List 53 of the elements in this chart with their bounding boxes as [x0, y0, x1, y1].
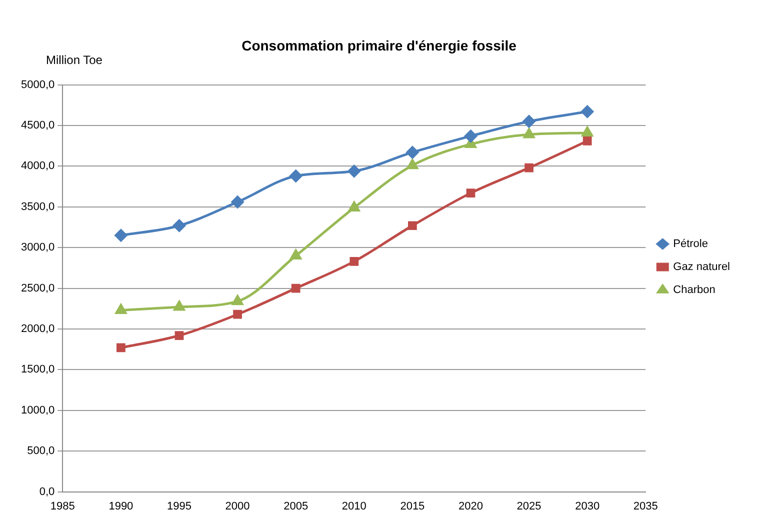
x-tick-label: 2020 [458, 500, 483, 512]
y-tick-label: 3000,0 [20, 242, 55, 254]
point [582, 136, 592, 146]
point [290, 170, 302, 182]
point [582, 126, 593, 137]
point [116, 343, 126, 352]
point [174, 300, 185, 311]
point [406, 159, 418, 170]
point [115, 304, 127, 314]
point [522, 115, 536, 128]
legend-label: Charbon [673, 284, 716, 296]
point [406, 146, 419, 159]
point [174, 331, 184, 340]
point [233, 310, 242, 319]
legend-label: Gaz naturel [673, 261, 730, 274]
chart-title: Consommation primaire d'énergie fossile [242, 37, 517, 54]
y-tick-label: 1500,0 [20, 364, 55, 376]
point [232, 295, 244, 306]
x-tick-label: 2010 [342, 500, 366, 512]
y-tick-label: 2500,0 [20, 282, 55, 294]
y-tick-label: 3500,0 [20, 200, 55, 213]
x-tick-label: 2015 [400, 500, 425, 512]
point [348, 201, 360, 212]
point [523, 128, 535, 138]
point [581, 105, 594, 118]
point [231, 196, 244, 208]
y-tick-label: 0,0 [39, 486, 55, 498]
x-tick-label: 2030 [575, 500, 600, 512]
point [172, 219, 186, 232]
x-tick-label: 2005 [284, 500, 308, 512]
y-tick-label: 4500,0 [20, 120, 55, 132]
y-tick-label: 4000,0 [20, 160, 55, 172]
point [464, 130, 477, 142]
x-tick-label: 1990 [108, 500, 134, 512]
point [114, 229, 128, 242]
x-tick-label: 2035 [633, 500, 658, 512]
x-tick-label: 2025 [516, 500, 542, 512]
y-axis-title: Million Toe [46, 53, 103, 68]
y-tick-label: 1000,0 [20, 404, 55, 416]
y-tick-label: 2000,0 [20, 323, 55, 336]
y-tick-label: 500,0 [27, 445, 55, 458]
x-tick-label: 2000 [225, 500, 250, 512]
point [348, 164, 360, 178]
y-tick-label: 5000,0 [20, 78, 55, 91]
point [466, 188, 476, 198]
point [408, 221, 417, 230]
point [350, 257, 359, 266]
x-tick-label: 1995 [167, 500, 192, 512]
point [290, 249, 302, 260]
legend-label: Pétrole [673, 238, 708, 250]
point [524, 163, 534, 172]
point [291, 284, 300, 293]
x-tick-label: 1985 [50, 500, 75, 512]
